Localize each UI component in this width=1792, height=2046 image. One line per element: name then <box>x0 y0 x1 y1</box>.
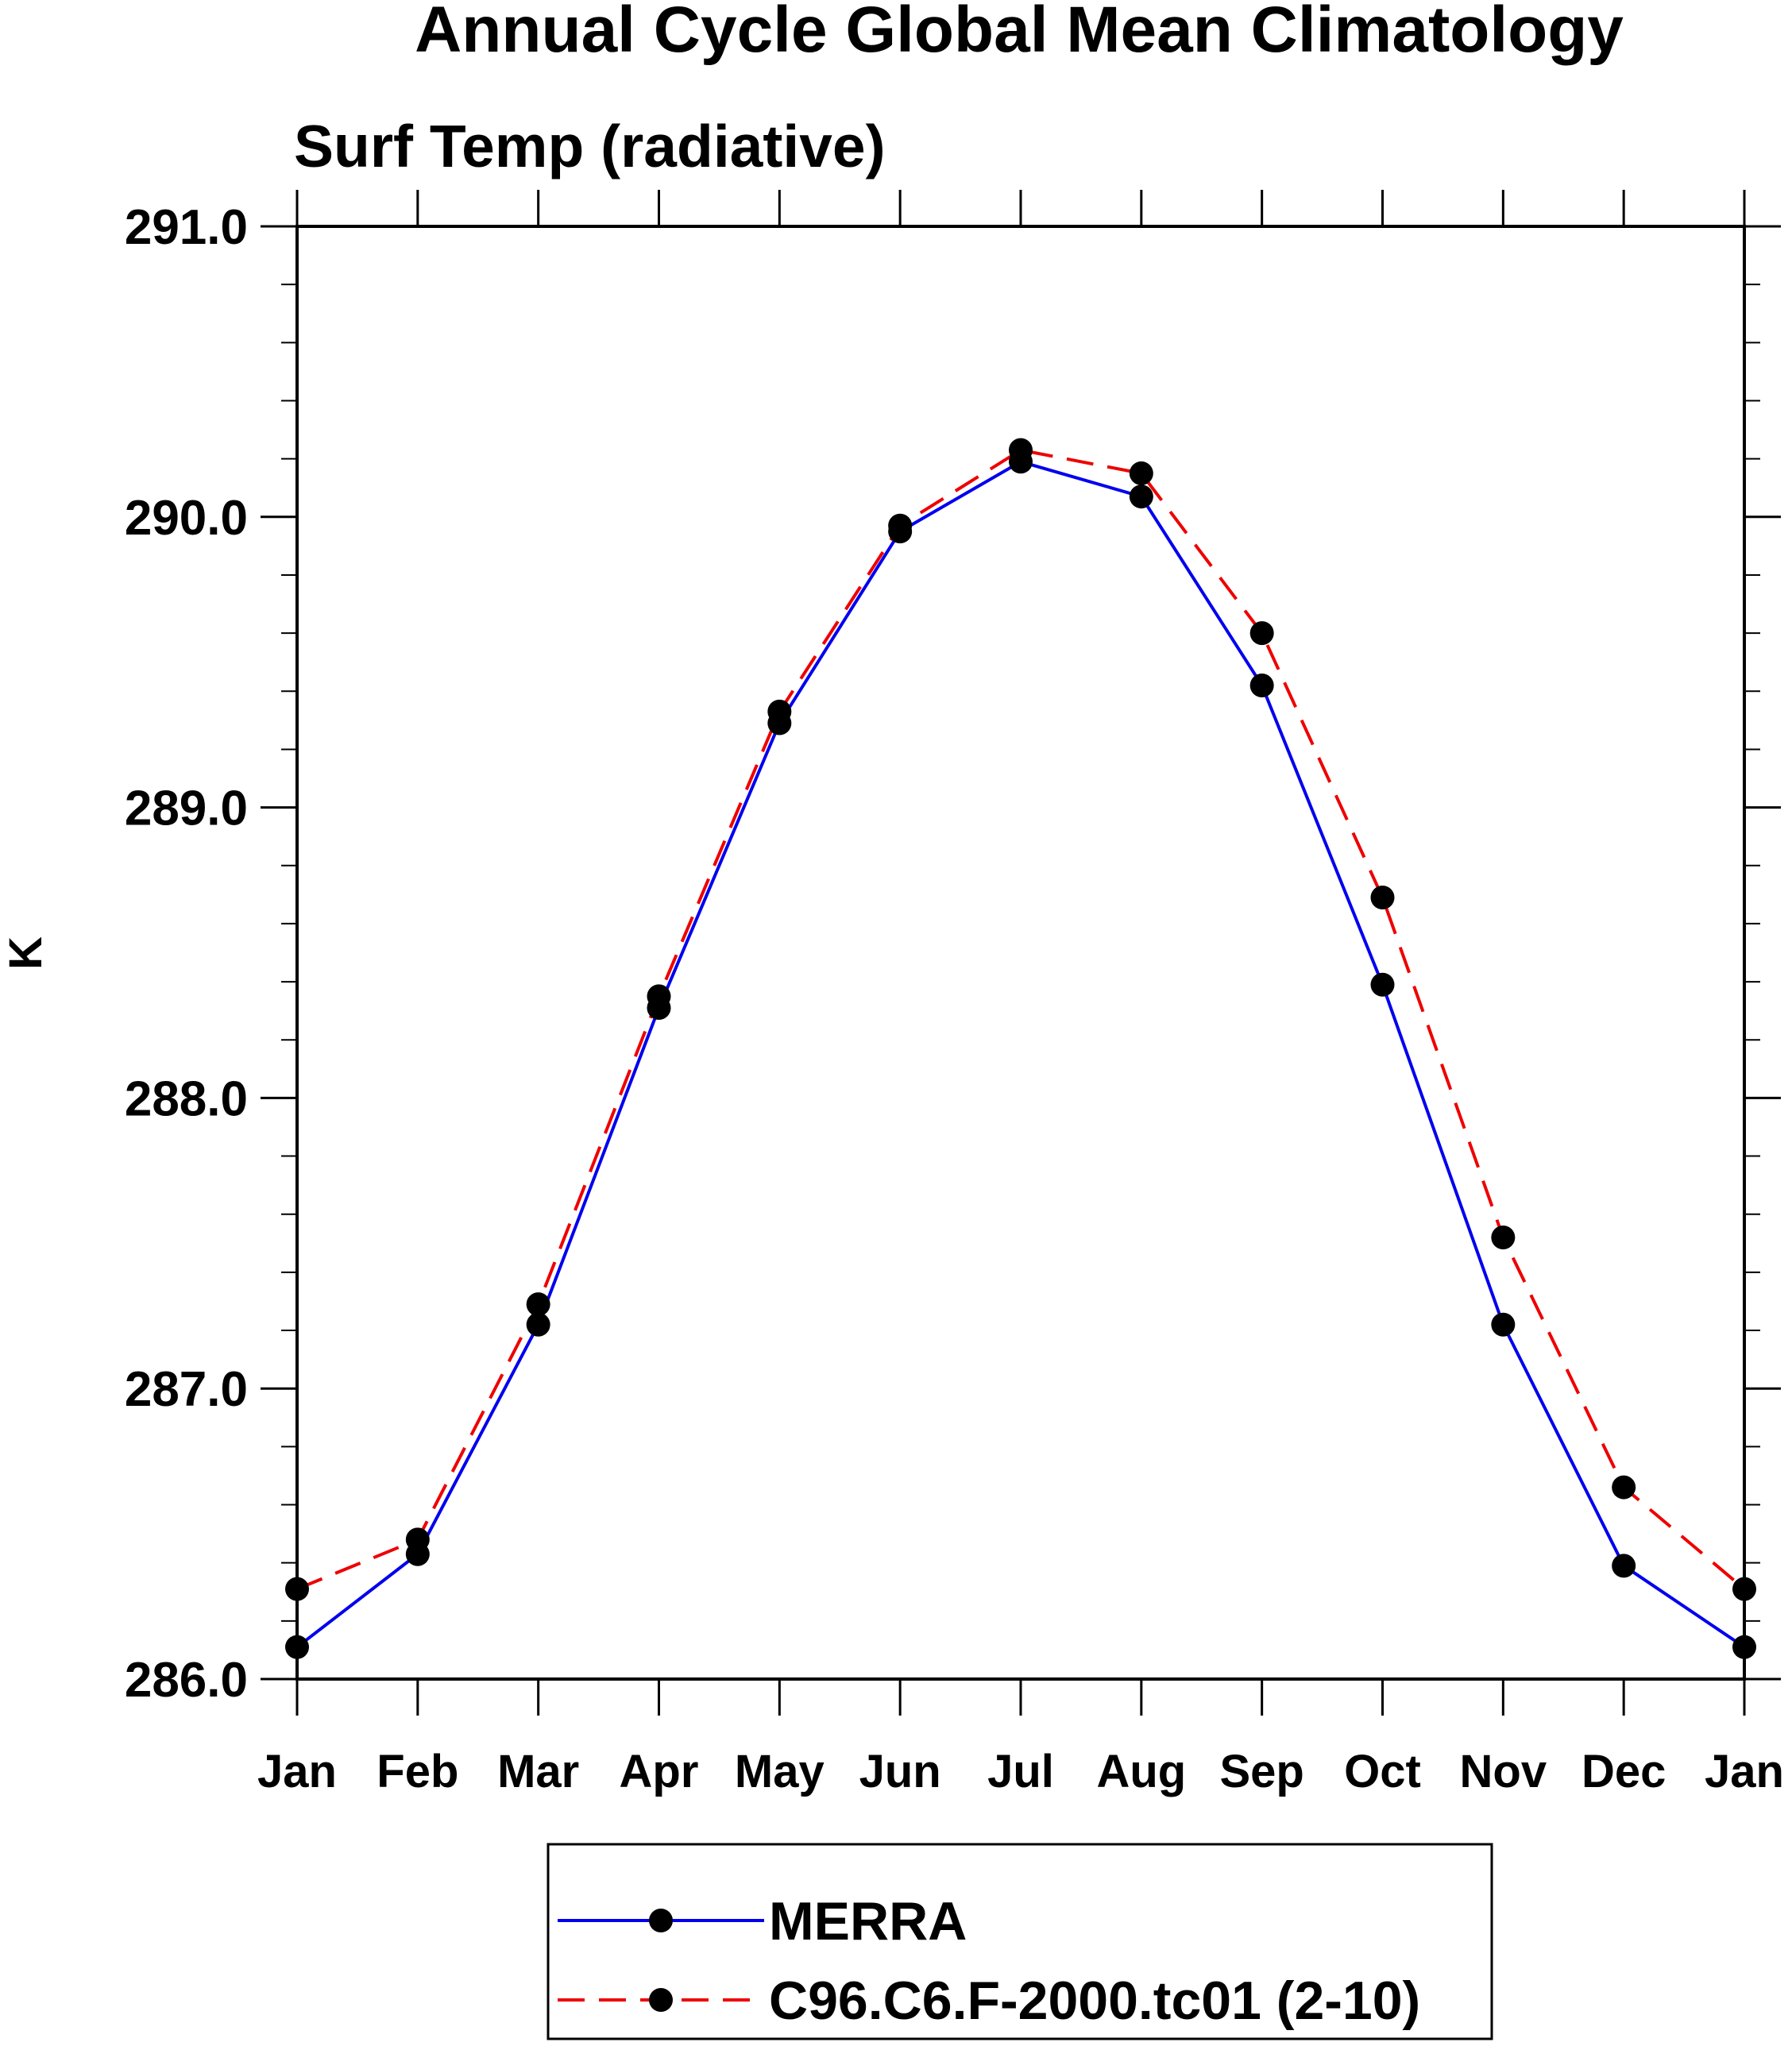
y-tick-label: 289.0 <box>125 782 248 836</box>
series-0-point <box>405 1542 430 1566</box>
series-0-point <box>1249 673 1274 697</box>
legend-marker-0 <box>649 1909 673 1932</box>
y-tick-label: 286.0 <box>125 1653 248 1708</box>
series-layer <box>285 438 1756 1659</box>
x-tick-label: Oct <box>1344 1746 1421 1797</box>
minor-ticks <box>281 284 1760 1622</box>
x-tick-label: Jan <box>1705 1746 1784 1797</box>
series-1-point <box>1129 461 1153 485</box>
series-line-1 <box>296 448 1746 1591</box>
x-tick-label: Apr <box>620 1746 699 1797</box>
legend-box <box>546 1843 1493 2040</box>
series-0-point <box>1370 972 1395 997</box>
x-tick-label: Feb <box>377 1746 458 1797</box>
y-tick-label: 290.0 <box>125 491 248 546</box>
chart-title: Annual Cycle Global Mean Climatology <box>415 0 1624 66</box>
series-1-point <box>1612 1475 1636 1500</box>
x-tick-label: Jan <box>257 1746 337 1797</box>
series-0-point <box>1009 450 1033 474</box>
x-tick-label: Aug <box>1096 1746 1186 1797</box>
series-0-point <box>888 519 913 544</box>
series-line-0 <box>295 460 1746 1649</box>
y-tick-label: 288.0 <box>125 1071 248 1126</box>
series-1-point <box>526 1292 550 1317</box>
series-1-point <box>1370 885 1395 909</box>
y-tick-labels: 286.0 287.0 288.0 289.0 290.0 291.0 <box>125 200 248 1708</box>
x-tick-label: Dec <box>1582 1746 1666 1797</box>
series-0-point <box>767 711 792 735</box>
y-tick-label: 291.0 <box>125 200 248 255</box>
legend-label-0: MERRA <box>769 1891 967 1951</box>
x-tick-label: Sep <box>1219 1746 1303 1797</box>
legend-marker-1 <box>649 1988 673 2012</box>
series-1-point <box>1249 621 1274 646</box>
series-0-point <box>647 996 671 1021</box>
series-0-point <box>526 1312 550 1337</box>
y-tick-label: 287.0 <box>125 1362 248 1417</box>
y-axis-label: K <box>0 936 52 970</box>
x-tick-label: Jul <box>987 1746 1054 1797</box>
x-tick-labels: Jan Feb Mar Apr May Jun Jul Aug Sep Oct Nov Dec Jan <box>257 1746 1784 1797</box>
legend: MERRA C96.C6.F-2000.tc01 (2-10) <box>546 1843 1493 2040</box>
major-ticks <box>261 190 1781 1716</box>
series-0-point <box>1612 1554 1636 1578</box>
x-tick-label: Jun <box>859 1746 941 1797</box>
x-tick-label: Nov <box>1460 1746 1547 1797</box>
legend-label-1: C96.C6.F-2000.tc01 (2-10) <box>769 1971 1420 2031</box>
series-1-point <box>1491 1225 1516 1249</box>
chart-subtitle: Surf Temp (radiative) <box>294 113 886 180</box>
series-0-point <box>1129 484 1153 509</box>
x-tick-label: May <box>735 1746 825 1797</box>
x-tick-label: Mar <box>497 1746 579 1797</box>
plot-frame <box>295 225 1746 1681</box>
series-0-point <box>1491 1312 1516 1337</box>
